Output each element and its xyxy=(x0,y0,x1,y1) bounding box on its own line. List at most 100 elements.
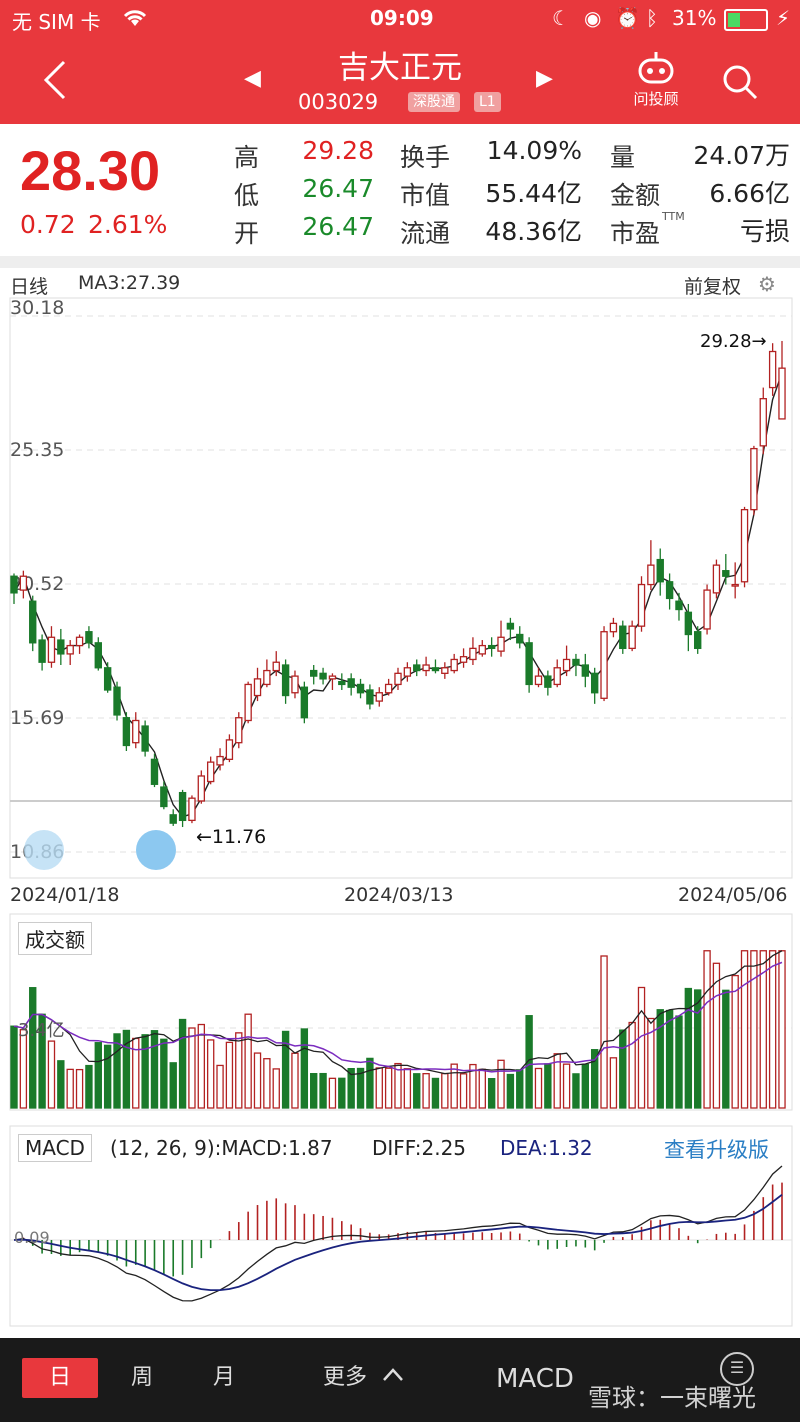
volume-bar xyxy=(338,1077,346,1109)
candle-body xyxy=(553,667,561,686)
volume-bar xyxy=(403,1068,412,1109)
charging-icon: ⚡ xyxy=(776,6,791,30)
volume-bar xyxy=(572,1073,580,1109)
y-tick-label: 15.69 xyxy=(10,707,64,729)
candle-body xyxy=(506,622,515,630)
candle-body xyxy=(94,642,102,669)
candle-body xyxy=(590,672,599,694)
candle-body xyxy=(328,675,337,680)
volume-bar xyxy=(619,1029,627,1109)
macd-dea: DEA:1.32 xyxy=(500,1136,593,1160)
prev-stock-button[interactable]: ◀ xyxy=(244,66,261,91)
search-icon[interactable] xyxy=(720,62,760,106)
tab-day[interactable]: 日 xyxy=(22,1358,98,1398)
volume-bar xyxy=(628,1021,636,1109)
upgrade-link[interactable]: 查看升级版 xyxy=(664,1138,769,1162)
volume-bar xyxy=(263,1058,271,1109)
clock: 09:09 xyxy=(370,6,434,30)
candle-body xyxy=(384,683,393,694)
candle-body xyxy=(281,664,290,697)
zoom-button xyxy=(136,830,176,870)
pe-label: 市盈 xyxy=(610,219,661,248)
volume-bar xyxy=(150,1030,159,1109)
candle-body xyxy=(85,631,93,644)
candle-body xyxy=(487,644,496,650)
watermark: 雪球：一束曙光 xyxy=(588,1384,756,1412)
volume-bar xyxy=(103,1044,112,1109)
adjust-button[interactable]: 前复权 xyxy=(684,276,742,298)
macd-diff: DIFF:2.25 xyxy=(372,1136,467,1160)
volume-bar xyxy=(450,1063,458,1109)
volume-bar xyxy=(57,1060,65,1109)
volume-chart[interactable] xyxy=(0,912,800,1112)
volume-bar xyxy=(600,955,608,1109)
volume-bar xyxy=(665,1009,674,1109)
volume-bar xyxy=(10,1025,18,1109)
volume-bar xyxy=(506,1073,515,1109)
candle-body xyxy=(703,589,711,630)
volume-bar xyxy=(609,1057,618,1109)
next-stock-button[interactable]: ▶ xyxy=(536,66,553,91)
indicator-selector[interactable]: MACD xyxy=(496,1364,574,1394)
candle-body xyxy=(319,672,327,680)
volume-tick: 3.4亿 xyxy=(18,1020,65,1041)
candle-body xyxy=(647,564,655,586)
candle-body xyxy=(178,791,187,822)
app-header: 无 SIM 卡 09:09 ☾ ◉ ⏰ ᛒ 31% ⚡ ◀ 吉大正元 ▶ 003… xyxy=(0,0,800,124)
candle-body xyxy=(534,675,543,686)
volume-bar xyxy=(694,989,702,1109)
volume-bar xyxy=(253,1052,262,1109)
amount-label: 金额 xyxy=(610,181,661,210)
gear-icon[interactable]: ⚙ xyxy=(758,272,776,296)
volume-bar xyxy=(178,1018,187,1109)
pe-value: 亏损 xyxy=(739,217,790,246)
volume-bar xyxy=(656,1009,664,1109)
candle-body xyxy=(750,447,758,511)
volume-bar xyxy=(300,1028,309,1109)
volume-bar xyxy=(675,1015,683,1109)
candle-body xyxy=(422,664,430,672)
candle-body xyxy=(581,664,590,677)
volume-bar xyxy=(703,950,711,1109)
candle-body xyxy=(694,631,702,650)
candle-body xyxy=(722,570,730,577)
candle-body xyxy=(132,719,140,744)
volume-bar xyxy=(750,950,758,1109)
volume-bar xyxy=(47,1040,56,1109)
candle-body xyxy=(47,636,56,663)
candle-body xyxy=(759,398,767,447)
candle-body xyxy=(684,611,693,636)
scroll-button xyxy=(24,830,64,870)
macd-chart[interactable] xyxy=(0,1124,800,1330)
candle-body xyxy=(544,675,552,688)
ask-advisor-button[interactable]: 问投顾 xyxy=(626,50,686,109)
candle-body xyxy=(206,761,215,783)
back-button[interactable] xyxy=(40,58,70,106)
volume-bar xyxy=(534,1067,543,1109)
chevron-up-icon[interactable] xyxy=(382,1366,404,1386)
y-tick-label: 20.52 xyxy=(10,573,64,595)
volume-bar xyxy=(235,1032,243,1109)
candle-body xyxy=(459,656,468,663)
battery-icon xyxy=(724,9,768,31)
candle-body xyxy=(525,642,533,686)
menu-icon[interactable]: ☰ xyxy=(720,1352,754,1386)
candle-body xyxy=(253,678,262,697)
volume-bar xyxy=(366,1057,374,1109)
volume-bar xyxy=(581,1063,590,1109)
volume-bar xyxy=(590,1049,599,1109)
tab-month[interactable]: 月 xyxy=(212,1365,235,1390)
candle-body xyxy=(122,717,131,747)
volume-ma5-line xyxy=(13,950,783,1076)
volume-bar xyxy=(544,1063,552,1109)
candle-body xyxy=(188,797,196,822)
tab-more[interactable]: 更多 xyxy=(322,1365,367,1390)
candle-body xyxy=(403,667,412,677)
candle-body xyxy=(731,583,739,587)
tab-week[interactable]: 周 xyxy=(130,1365,153,1390)
volume-bar xyxy=(328,1077,337,1109)
volume-bar xyxy=(310,1073,318,1109)
last-price: 28.30 xyxy=(20,139,161,202)
volume-bar xyxy=(740,950,749,1109)
